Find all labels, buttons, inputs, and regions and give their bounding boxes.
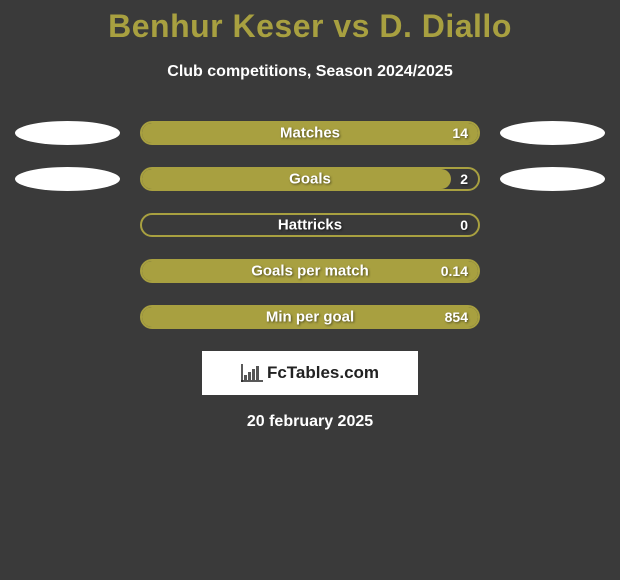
logo-box: FcTables.com <box>202 351 418 395</box>
subtitle: Club competitions, Season 2024/2025 <box>0 63 620 81</box>
barchart-icon <box>241 364 263 382</box>
stat-row: Hattricks 0 <box>10 213 610 237</box>
stat-bar: Min per goal 854 <box>140 305 480 329</box>
stat-bar: Matches 14 <box>140 121 480 145</box>
player2-ellipse <box>500 167 605 191</box>
comparison-infographic: Benhur Keser vs D. Diallo Club competiti… <box>0 0 620 580</box>
stat-label: Goals per match <box>251 263 369 280</box>
player1-ellipse <box>15 213 120 237</box>
stat-value: 854 <box>445 309 468 325</box>
stat-row: Goals 2 <box>10 167 610 191</box>
stat-row: Goals per match 0.14 <box>10 259 610 283</box>
stat-label: Matches <box>280 125 340 142</box>
stat-label: Min per goal <box>266 309 354 326</box>
stat-label: Goals <box>289 171 331 188</box>
stat-bar: Goals per match 0.14 <box>140 259 480 283</box>
player2-ellipse <box>500 213 605 237</box>
page-title: Benhur Keser vs D. Diallo <box>0 0 620 45</box>
stat-label: Hattricks <box>278 217 342 234</box>
stats-area: Matches 14 Goals 2 Hattricks 0 Goals per match… <box>0 121 620 329</box>
date-text: 20 february 2025 <box>0 413 620 431</box>
player1-ellipse <box>15 259 120 283</box>
player1-ellipse <box>15 167 120 191</box>
stat-bar: Goals 2 <box>140 167 480 191</box>
stat-bar: Hattricks 0 <box>140 213 480 237</box>
player1-ellipse <box>15 121 120 145</box>
stat-row: Matches 14 <box>10 121 610 145</box>
stat-value: 0.14 <box>441 263 468 279</box>
player1-ellipse <box>15 305 120 329</box>
stat-value: 2 <box>460 171 468 187</box>
player2-ellipse <box>500 121 605 145</box>
logo-text: FcTables.com <box>267 363 379 383</box>
player2-ellipse <box>500 259 605 283</box>
player2-ellipse <box>500 305 605 329</box>
stat-value: 0 <box>460 217 468 233</box>
stat-value: 14 <box>452 125 468 141</box>
stat-row: Min per goal 854 <box>10 305 610 329</box>
